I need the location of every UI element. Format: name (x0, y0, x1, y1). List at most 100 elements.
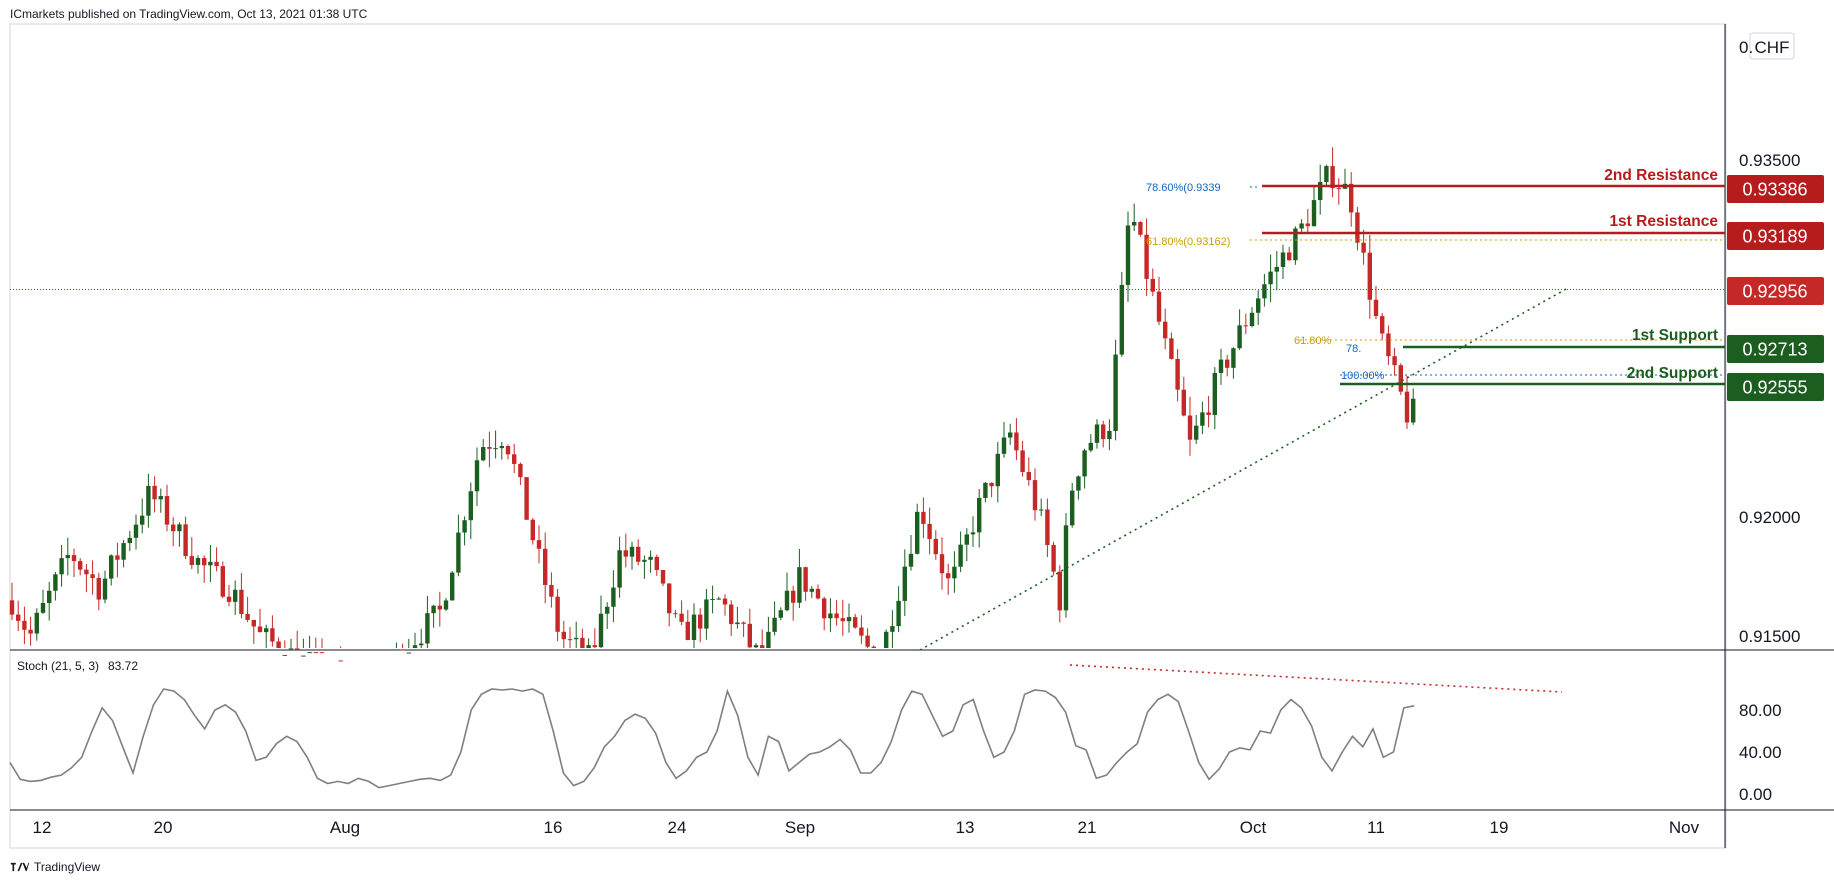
candle-body (524, 477, 529, 520)
level-price-text: 0.92956 (1742, 282, 1807, 302)
candle-body (307, 652, 312, 654)
candle-body (16, 614, 21, 621)
candle-body (679, 613, 684, 622)
candle-body (1386, 333, 1391, 357)
candle-body (1225, 359, 1230, 368)
candle-body (90, 574, 95, 578)
level-label: 1st Resistance (1609, 213, 1718, 230)
fib-label: 78.60%(0.9339 (1146, 182, 1221, 194)
candle-body (784, 590, 790, 611)
candle-body (1287, 252, 1292, 261)
level-price-badge (1727, 222, 1824, 250)
candle-body (574, 637, 579, 640)
level-price-badge (1727, 175, 1824, 203)
candle-body (567, 639, 573, 641)
stoch-title: Stoch (21, 5, 3) (17, 659, 99, 673)
candle-body (803, 567, 808, 592)
candle-body (884, 631, 889, 648)
candle-body (1206, 412, 1211, 415)
candle-body (394, 649, 399, 651)
candle-body (257, 626, 263, 633)
currency-badge[interactable] (1749, 32, 1795, 60)
candle-body (239, 589, 244, 614)
candle-body (1330, 166, 1335, 189)
level-price-text: 0.93386 (1742, 180, 1807, 200)
candle-body (1299, 223, 1304, 229)
candle-body (40, 602, 46, 613)
candle-body (549, 584, 554, 597)
candle-body (555, 596, 560, 632)
candle-body (1318, 182, 1323, 201)
candle-body (59, 558, 64, 575)
tradingview-footer[interactable]: TradingView (10, 860, 100, 874)
candle-body (1107, 430, 1112, 440)
candle-body (592, 645, 597, 648)
time-tick-label: Sep (785, 818, 815, 837)
candle-body (704, 599, 709, 629)
candle-body (437, 605, 442, 610)
fib-label: 61.80%(0.93162) (1146, 236, 1230, 248)
candle-body (970, 532, 976, 535)
candle-body (642, 559, 647, 562)
candle-body (915, 511, 920, 554)
candle-body (22, 620, 27, 630)
candle-body (1057, 571, 1062, 611)
level-label: 1st Support (1632, 327, 1718, 344)
level-price-badge (1727, 373, 1824, 401)
candle-body (1355, 212, 1360, 243)
candle-body (605, 606, 610, 614)
candle-body (127, 537, 132, 544)
candle-body (295, 648, 300, 650)
footer-brand: TradingView (34, 860, 101, 874)
level-price-text: 0.93189 (1742, 227, 1807, 247)
stoch-tick-label: 40.00 (1739, 743, 1782, 762)
stoch-tick-label: 0.00 (1739, 785, 1772, 804)
candle-body (220, 566, 225, 597)
chart-frame (9, 23, 1727, 849)
candle-body (1380, 316, 1385, 334)
candle-body (443, 600, 449, 610)
annotations: 78.60%(0.9339 61.80%(0.93162) 61.80% 78. 100… (10, 182, 1725, 651)
candle-body (412, 645, 418, 648)
candle-body (264, 628, 269, 633)
candle-body (202, 557, 207, 566)
candle-body (214, 561, 219, 567)
candle-body (474, 460, 480, 492)
candle-body (902, 566, 907, 601)
candle-body (133, 524, 139, 538)
candle-body (450, 572, 455, 601)
candle-body (233, 589, 238, 602)
candle-body (1392, 356, 1397, 366)
stoch-value: 83.72 (108, 659, 138, 673)
candle-body (152, 485, 157, 500)
time-tick-label: 16 (544, 818, 563, 837)
candle-body (1156, 291, 1162, 322)
candle-body (753, 645, 759, 648)
candle-body (493, 448, 498, 450)
time-tick-label: 11 (1367, 818, 1385, 837)
candle-body (9, 600, 15, 615)
candle-body (716, 598, 721, 600)
currency-label: CHF (1755, 38, 1790, 57)
candle-body (797, 567, 802, 603)
candle-body (28, 629, 33, 634)
stochastic-pane: 80.00 40.00 0.00 (9, 664, 1782, 804)
candle-body (859, 627, 864, 636)
stoch-trendline (1069, 664, 1563, 693)
candle-body (505, 446, 511, 455)
candle-body (84, 569, 89, 575)
candle-body (989, 482, 994, 487)
candle-body (1262, 284, 1267, 299)
candle-body (1144, 234, 1149, 279)
candle-body (1305, 223, 1310, 227)
candle-body (338, 660, 343, 662)
candle-body (772, 617, 777, 632)
candle-body (53, 574, 58, 591)
candle-body (282, 654, 287, 656)
candle-body (977, 497, 982, 533)
stoch-tick-label: 80.00 (1739, 701, 1782, 720)
ascending-trendline (919, 287, 1569, 651)
candle-body (1125, 225, 1131, 285)
fib-label: 100.00% (1341, 370, 1385, 382)
